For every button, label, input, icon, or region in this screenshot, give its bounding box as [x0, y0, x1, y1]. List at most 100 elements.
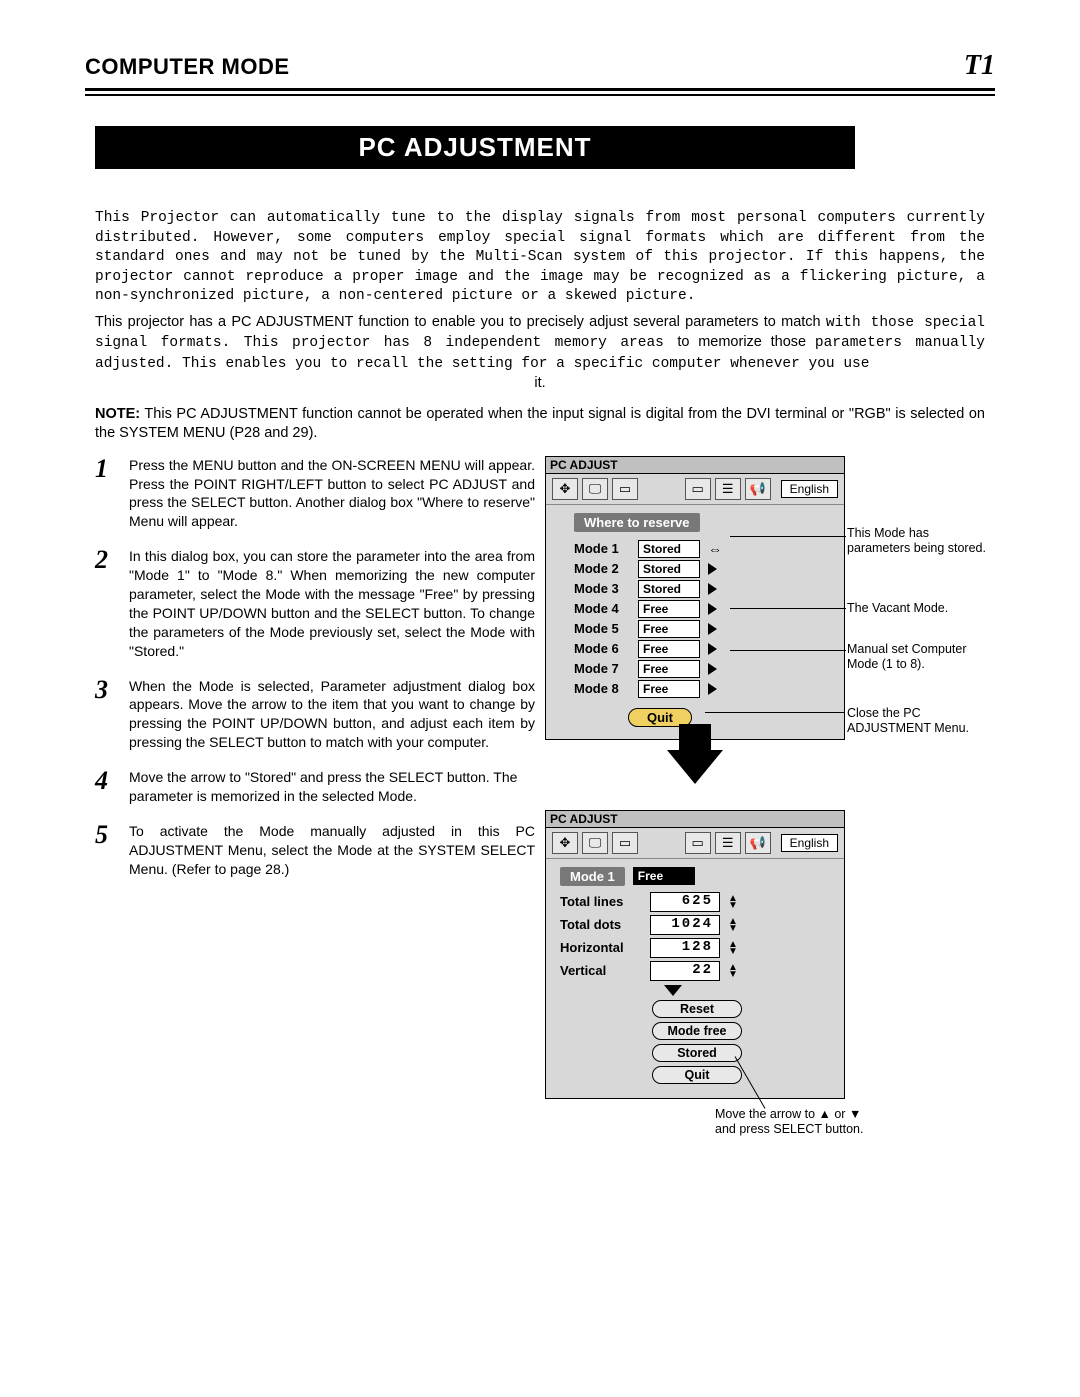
- mode2-label: Mode 2: [574, 561, 630, 576]
- page-mode-heading: COMPUTER MODE: [85, 54, 290, 80]
- callout-vacant: The Vacant Mode.: [847, 601, 987, 616]
- intro-paragraph-2: This projector has a PC ADJUSTMENT funct…: [95, 313, 985, 375]
- note-label: NOTE:: [95, 406, 140, 422]
- osd1-title: PC ADJUST: [546, 457, 844, 474]
- osd2-quit-button[interactable]: Quit: [652, 1066, 742, 1084]
- header-rule: [85, 88, 995, 96]
- language-chip-2[interactable]: English: [781, 834, 838, 852]
- intro-2-c: to memorize those: [677, 334, 815, 350]
- move-icon-2[interactable]: ✥: [552, 832, 578, 854]
- total-lines-spinner[interactable]: ▲▼: [728, 895, 738, 909]
- param-row-total-lines[interactable]: Total lines625▲▼: [560, 892, 834, 912]
- mode5-status: Free: [638, 620, 700, 638]
- callout-line-2: [730, 608, 846, 609]
- step-number-5: 5: [95, 822, 115, 879]
- param-row-total-dots[interactable]: Total dots 1024 ▲▼: [560, 915, 834, 935]
- mode7-arrow-icon: [708, 663, 717, 675]
- mode-row-4[interactable]: Mode 4Free: [574, 600, 834, 618]
- total-dots-spinner[interactable]: ▲▼: [728, 918, 738, 932]
- mode2-status: Stored: [638, 560, 700, 578]
- param-row-vertical[interactable]: Vertical 22 ▲▼: [560, 961, 834, 981]
- mode8-label: Mode 8: [574, 681, 630, 696]
- step-text-3: When the Mode is selected, Parameter adj…: [129, 677, 535, 753]
- mode8-status: Free: [638, 680, 700, 698]
- move-icon[interactable]: ✥: [552, 478, 578, 500]
- horizontal-spinner[interactable]: ▲▼: [728, 941, 738, 955]
- mode6-label: Mode 6: [574, 641, 630, 656]
- setting-icon[interactable]: ☰: [715, 478, 741, 500]
- horizontal-label: Horizontal: [560, 940, 644, 955]
- image-icon-2[interactable]: ▭: [685, 832, 711, 854]
- step-text-5: To activate the Mode manually adjusted i…: [129, 822, 535, 879]
- reset-button[interactable]: Reset: [652, 1000, 742, 1018]
- section-banner: PC ADJUSTMENT: [95, 126, 855, 169]
- total-dots-label: Total dots: [560, 917, 644, 932]
- callout-line-1: [730, 536, 846, 537]
- mode-row-6[interactable]: Mode 6 Free: [574, 640, 834, 658]
- mode1-status: Stored: [638, 540, 700, 558]
- mode3-label: Mode 3: [574, 581, 630, 596]
- screen-icon-2[interactable]: ▭: [612, 832, 638, 854]
- mode7-label: Mode 7: [574, 661, 630, 676]
- mode6-status: Free: [638, 640, 700, 658]
- osd-parameter-dialog: PC ADJUST ✥ 🖵 ▭ ▭ ☰ 📢 English Mode 1 Fre…: [545, 810, 845, 1099]
- chapter-number: T1: [964, 50, 995, 82]
- mode-row-2[interactable]: Mode 2 Stored: [574, 560, 834, 578]
- horizontal-value: 128: [650, 938, 720, 958]
- pc-icon[interactable]: 🖵: [582, 478, 608, 500]
- mode-row-7[interactable]: Mode 7 Free: [574, 660, 834, 678]
- setting-icon-2[interactable]: ☰: [715, 832, 741, 854]
- param-row-horizontal[interactable]: Horizontal 128 ▲▼: [560, 938, 834, 958]
- vertical-label: Vertical: [560, 963, 644, 978]
- stored-button[interactable]: Stored: [652, 1044, 742, 1062]
- mode-row-8[interactable]: Mode 8 Free: [574, 680, 834, 698]
- vertical-spinner[interactable]: ▲▼: [728, 964, 738, 978]
- mode5-arrow-icon: [708, 623, 717, 635]
- osd-reserve-dialog: PC ADJUST ✥ 🖵 ▭ ▭ ☰ 📢 English Where to r…: [545, 456, 845, 740]
- callout-stored: This Mode has parameters being stored.: [847, 526, 987, 556]
- sound-icon[interactable]: 📢: [745, 478, 771, 500]
- mode1-arrow-icon: ⇔: [708, 541, 722, 557]
- mode4-status: Free: [638, 600, 700, 618]
- sound-icon-2[interactable]: 📢: [745, 832, 771, 854]
- osd-column: PC ADJUST ✥ 🖵 ▭ ▭ ☰ 📢 English Where to r…: [545, 456, 985, 1138]
- vertical-value: 22: [650, 961, 720, 981]
- osd2-mode-status: Free: [633, 867, 695, 885]
- step4-line2: parameter is memorized in the selected M…: [129, 788, 417, 804]
- scroll-down-icon[interactable]: [664, 985, 682, 996]
- mode3-status: Stored: [638, 580, 700, 598]
- transition-arrow-icon: [667, 750, 723, 784]
- total-lines-label: Total lines: [560, 894, 644, 909]
- mode-row-5[interactable]: Mode 5 Free: [574, 620, 834, 638]
- callout-line-4: [705, 712, 845, 713]
- total-dots-value: 1024: [650, 915, 720, 935]
- language-chip[interactable]: English: [781, 480, 838, 498]
- mode-row-3[interactable]: Mode 3 Stored: [574, 580, 834, 598]
- screen-icon[interactable]: ▭: [612, 478, 638, 500]
- steps-column: 1 Press the MENU button and the ON-SCREE…: [95, 456, 535, 1138]
- mode1-label: Mode 1: [574, 541, 630, 556]
- step-number-2: 2: [95, 547, 115, 660]
- osd2-footnote: Move the arrow to ▲ or ▼ and press SELEC…: [715, 1107, 885, 1138]
- step-number-4: 4: [95, 768, 115, 806]
- intro-it: it.: [85, 375, 995, 391]
- step-number-1: 1: [95, 456, 115, 532]
- mode5-label: Mode 5: [574, 621, 630, 636]
- mode3-arrow-icon: [708, 583, 717, 595]
- mode-row-1[interactable]: Mode 1 Stored ⇔: [574, 540, 834, 558]
- image-icon[interactable]: ▭: [685, 478, 711, 500]
- osd2-iconbar: ✥ 🖵 ▭ ▭ ☰ 📢 English: [546, 828, 844, 859]
- step-text-4: Move the arrow to "Stored" and press the…: [129, 768, 517, 806]
- osd2-title: PC ADJUST: [546, 811, 844, 828]
- mode-free-button[interactable]: Mode free: [652, 1022, 742, 1040]
- intro-2-a: This projector has a PC ADJUSTMENT funct…: [95, 314, 826, 330]
- mode2-arrow-icon: [708, 563, 717, 575]
- osd2-mode-chip: Mode 1: [560, 867, 625, 886]
- intro-paragraph-1: This Projector can automatically tune to…: [95, 209, 985, 307]
- pc-icon-2[interactable]: 🖵: [582, 832, 608, 854]
- callout-manual-mode: Manual set Computer Mode (1 to 8).: [847, 642, 987, 672]
- step-text-2: In this dialog box, you can store the pa…: [129, 547, 535, 660]
- step-text-1: Press the MENU button and the ON-SCREEN …: [129, 456, 535, 532]
- step-number-3: 3: [95, 677, 115, 753]
- mode7-status: Free: [638, 660, 700, 678]
